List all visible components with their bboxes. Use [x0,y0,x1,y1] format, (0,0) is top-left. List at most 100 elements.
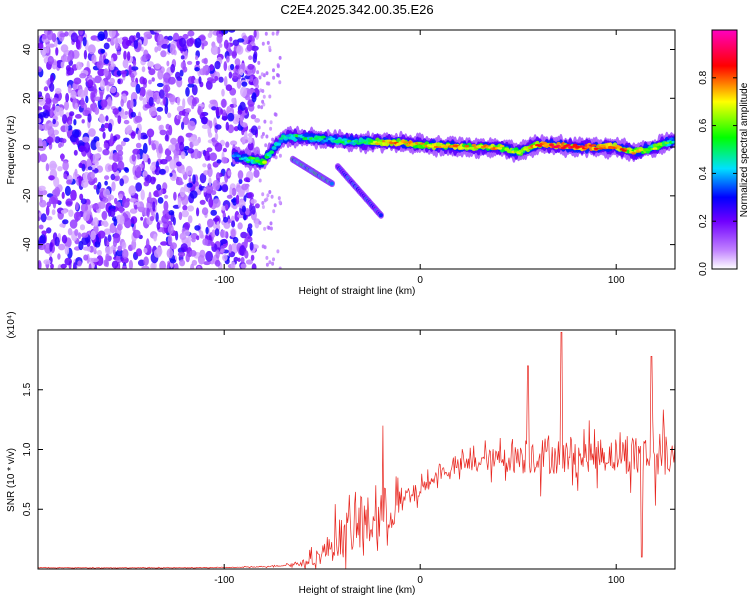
signal-blob [403,141,409,144]
noise-blob [146,128,155,138]
x-tick-label: 0 [417,275,423,286]
noise-blob [58,142,62,148]
noise-blob [221,156,228,164]
snr-panel: -100 0 100 0.5 1.0 1.5 Height of straight li… [6,311,676,596]
noise-blob [179,141,185,152]
noise-blob [169,258,177,264]
spectrogram-x-label: Height of straight line (km) [299,286,416,297]
noise-blob [78,145,86,152]
noise-blob [94,75,102,84]
noise-blob [215,124,222,130]
noise-blob [182,33,189,40]
noise-blob [153,190,160,197]
noise-blob [276,64,280,69]
noise-blob [147,61,154,68]
noise-blob [186,38,194,47]
noise-blob [209,152,217,161]
noise-blob [66,67,75,76]
noise-blob [162,210,168,215]
noise-blob [156,115,162,121]
noise-blob [123,137,130,142]
noise-blob [93,83,97,93]
noise-blob [248,55,253,60]
noise-blob [69,111,75,117]
noise-blob [254,220,260,229]
noise-blob [157,44,162,52]
noise-blob [169,43,176,55]
noise-blob [161,43,170,49]
noise-blob [51,209,56,216]
noise-blob [75,137,80,146]
noise-blob [86,158,92,167]
signal-blob [591,144,597,147]
noise-blob [151,77,155,82]
noise-blob [264,31,268,36]
noise-blob [46,227,52,234]
noise-blob [52,97,59,104]
noise-blob [80,97,85,109]
noise-blob [176,161,182,167]
noise-blob [106,37,112,42]
noise-blob [88,128,96,137]
noise-blob [90,230,96,241]
noise-blob [182,116,190,126]
noise-blob [232,204,238,210]
noise-blob [272,75,276,80]
noise-blob [261,201,265,205]
noise-blob [83,141,91,153]
noise-blob [207,132,213,138]
noise-blob [45,92,51,102]
noise-blob [230,140,238,146]
noise-blob [67,228,73,236]
noise-blob [73,119,77,126]
y-tick-label: -20 [22,188,33,203]
noise-blob [98,201,106,209]
colorbar-tick-label: 0.8 [698,70,709,84]
noise-blob [100,49,106,54]
noise-blob [169,172,173,177]
noise-blob [132,229,141,239]
noise-blob [50,263,54,269]
noise-blob [79,30,84,36]
noise-blob [265,134,269,139]
noise-blob [145,54,152,60]
signal-blob [299,136,305,138]
noise-blob [222,147,227,153]
noise-blob [150,262,156,269]
noise-blob [221,98,227,109]
noise-blob [38,112,47,118]
noise-blob [270,194,274,199]
noise-blob [116,51,121,56]
noise-blob [214,132,219,141]
noise-blob [216,221,220,230]
noise-blob [182,43,187,52]
noise-blob [75,114,82,119]
noise-blob [199,199,206,205]
noise-blob [148,135,152,146]
signal-blob [598,147,604,150]
noise-blob [227,112,235,122]
noise-blob [101,210,108,221]
noise-blob [180,151,186,160]
noise-blob [129,197,137,203]
signal-blob [549,143,554,147]
noise-blob [159,124,164,130]
noise-blob [208,177,212,186]
signal-blob [337,139,343,142]
noise-blob [187,30,195,37]
noise-blob [249,75,254,83]
noise-blob [163,200,169,212]
noise-blob [257,104,261,109]
noise-blob [260,72,264,77]
noise-blob [79,224,86,231]
noise-blob [64,100,69,111]
noise-blob [189,250,197,257]
noise-blob [176,180,184,186]
noise-blob [107,96,112,107]
noise-blob [63,173,68,180]
noise-blob [207,163,212,170]
noise-blob [194,37,202,48]
noise-blob [83,49,87,60]
noise-blob [219,239,228,245]
signal-blob [504,147,510,151]
